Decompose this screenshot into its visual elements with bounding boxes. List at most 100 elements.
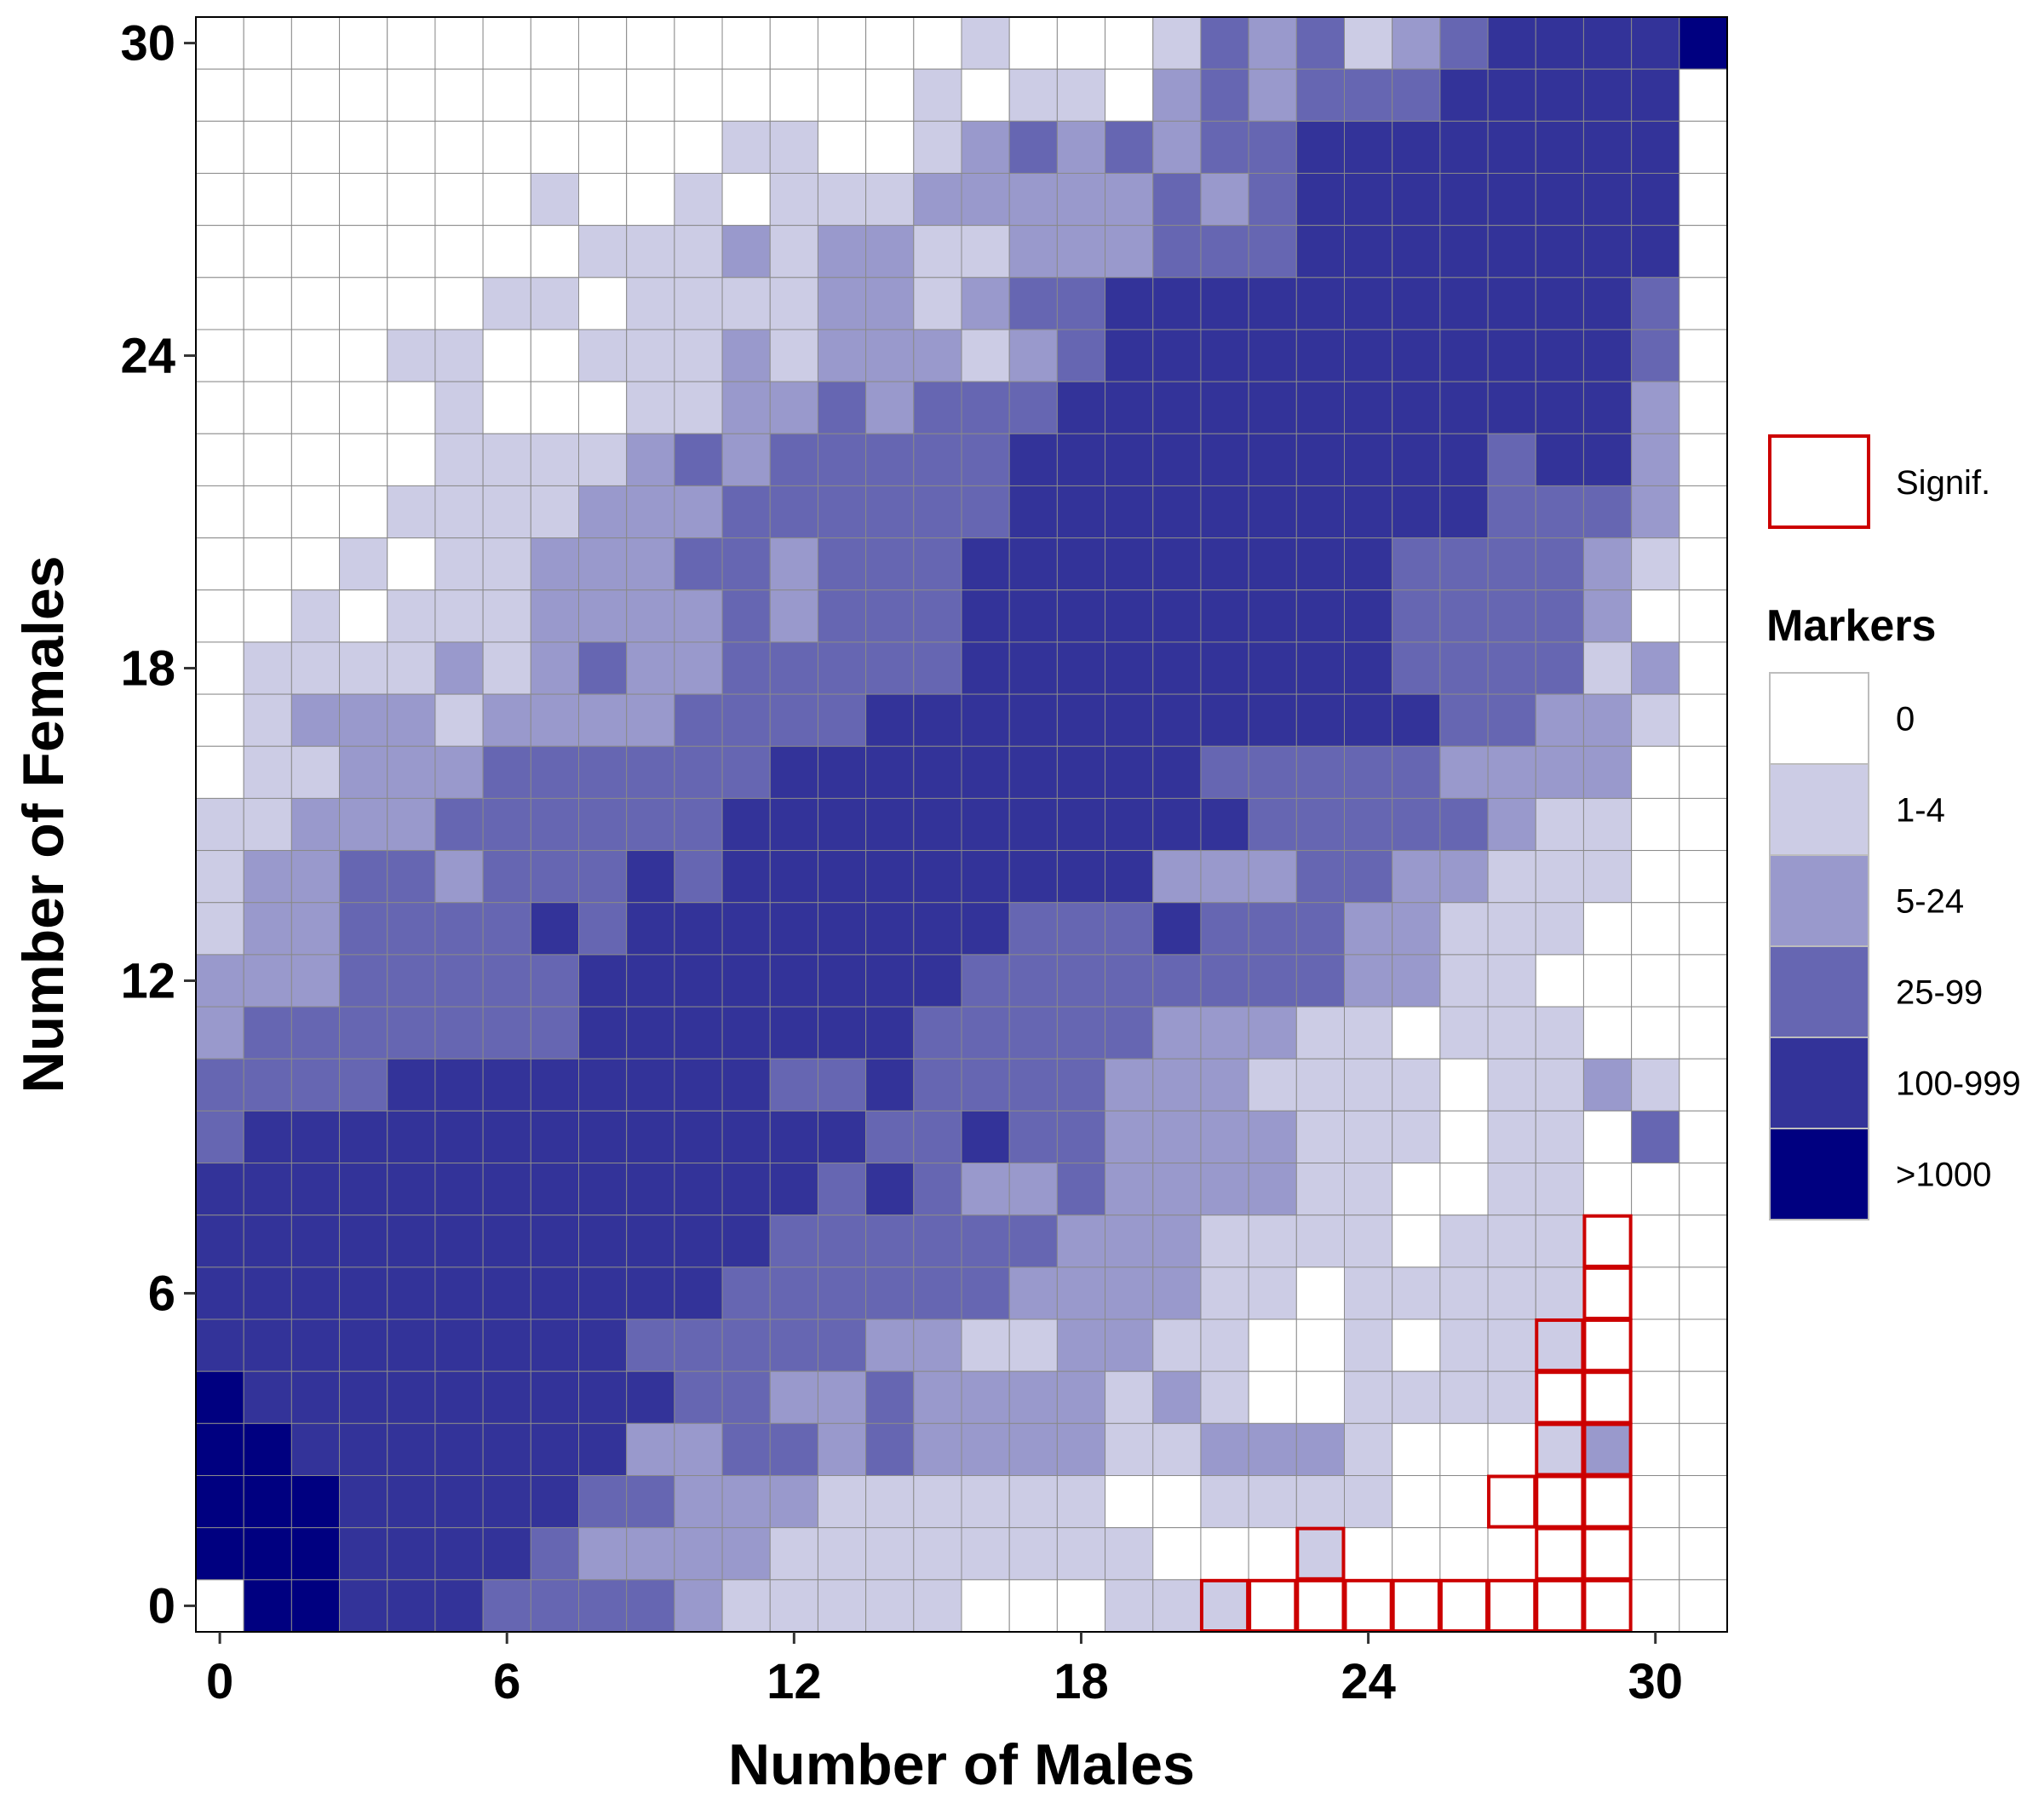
y-tick-label: 12 (120, 953, 175, 1008)
heatmap-cell (530, 902, 579, 956)
heatmap-cell (817, 902, 867, 956)
legend-key (1769, 1037, 1869, 1129)
heatmap-cell (1535, 1527, 1584, 1581)
heatmap-cell (626, 1370, 675, 1424)
heatmap-cell (1679, 745, 1728, 799)
heatmap-cell (530, 954, 579, 1008)
heatmap-cell (674, 954, 723, 1008)
heatmap-cell (1392, 120, 1441, 174)
heatmap-cell (1248, 954, 1297, 1008)
heatmap-cell (1344, 381, 1393, 434)
heatmap-cell (1392, 1475, 1441, 1529)
heatmap-cell (578, 537, 628, 591)
heatmap-cell (387, 954, 436, 1008)
heatmap-cell (913, 1266, 962, 1320)
heatmap-cell (769, 277, 818, 330)
heatmap-cell (817, 1006, 867, 1060)
heatmap-cell (817, 1266, 867, 1320)
heatmap-cell (1535, 589, 1584, 643)
heatmap-cell (578, 589, 628, 643)
heatmap-cell (482, 1370, 531, 1424)
heatmap-cell (387, 381, 436, 434)
heatmap-cell (1248, 68, 1297, 122)
heatmap-cell (865, 485, 915, 539)
heatmap-cell (1105, 641, 1154, 695)
heatmap-cell (290, 954, 341, 1008)
heatmap-cell (1008, 381, 1058, 434)
heatmap-cell (1631, 1370, 1680, 1424)
x-tick-label: 12 (766, 1654, 822, 1709)
heatmap-cell (195, 1370, 244, 1424)
heatmap-cell (530, 329, 579, 382)
heatmap-cell (578, 433, 628, 486)
heatmap-cell (626, 850, 675, 904)
heatmap-cell (1344, 329, 1393, 382)
heatmap-cell (339, 1475, 388, 1529)
heatmap-cell (1008, 954, 1058, 1008)
heatmap-cell (482, 1110, 531, 1164)
heatmap-cell (434, 68, 484, 122)
y-tick-label: 30 (120, 16, 175, 72)
heatmap-cell (1295, 1215, 1346, 1268)
heatmap-cell (1392, 16, 1441, 70)
heatmap-cell (290, 693, 341, 747)
heatmap-cell (1679, 277, 1728, 330)
heatmap-cell (1105, 485, 1154, 539)
heatmap-cell (1105, 381, 1154, 434)
heatmap-cell (817, 225, 867, 279)
heatmap-cell (913, 172, 962, 227)
heatmap-cell (769, 797, 818, 852)
heatmap-cell (1679, 16, 1728, 70)
heatmap-cell (482, 797, 531, 852)
heatmap-cell (1344, 745, 1393, 799)
heatmap-cell (626, 433, 675, 486)
heatmap-cell (1248, 1215, 1297, 1268)
heatmap-cell (1152, 225, 1202, 279)
heatmap-cell (1535, 1370, 1584, 1424)
heatmap-cell (1152, 797, 1202, 852)
heatmap-cell (1056, 850, 1106, 904)
heatmap-cell (387, 850, 436, 904)
heatmap-cell (1248, 172, 1297, 227)
heatmap-cell (913, 589, 962, 643)
heatmap-cell (865, 1318, 915, 1372)
heatmap-cell (434, 1266, 484, 1320)
heatmap-cell (1487, 1579, 1536, 1633)
heatmap-cell (961, 1058, 1010, 1111)
heatmap-cell (626, 902, 675, 956)
heatmap-cell (482, 537, 531, 591)
heatmap-cell (1152, 433, 1202, 486)
heatmap-cell (339, 1422, 388, 1477)
heatmap-cell (626, 1215, 675, 1268)
heatmap-cell (434, 16, 484, 70)
heatmap-cell (290, 1527, 341, 1581)
heatmap-cell (674, 902, 723, 956)
heatmap-cell (434, 1318, 484, 1372)
heatmap-cell (1582, 641, 1633, 695)
heatmap-cell (1439, 1370, 1489, 1424)
heatmap-cell (1056, 954, 1106, 1008)
heatmap-cell (339, 433, 388, 486)
heatmap-cell (1392, 1058, 1441, 1111)
heatmap-cell (1105, 850, 1154, 904)
heatmap-cell (1200, 68, 1249, 122)
heatmap-cell (530, 589, 579, 643)
heatmap-cell (1105, 68, 1154, 122)
heatmap-cell (1679, 1110, 1728, 1164)
heatmap-cell (961, 277, 1010, 330)
heatmap-cell (1487, 1422, 1536, 1477)
heatmap-cell (1631, 16, 1680, 70)
heatmap-cell (1248, 693, 1297, 747)
heatmap-cell (1392, 329, 1441, 382)
heatmap-cell (387, 902, 436, 956)
heatmap-cell (578, 1215, 628, 1268)
heatmap-cell (1152, 485, 1202, 539)
heatmap-cell (1248, 745, 1297, 799)
heatmap-cell (530, 850, 579, 904)
heatmap-cell (961, 1266, 1010, 1320)
heatmap-cell (482, 172, 531, 227)
heatmap-cell (1248, 902, 1297, 956)
heatmap-cell (1056, 1006, 1106, 1060)
heatmap-cell (1344, 641, 1393, 695)
heatmap-cell (1295, 329, 1346, 382)
